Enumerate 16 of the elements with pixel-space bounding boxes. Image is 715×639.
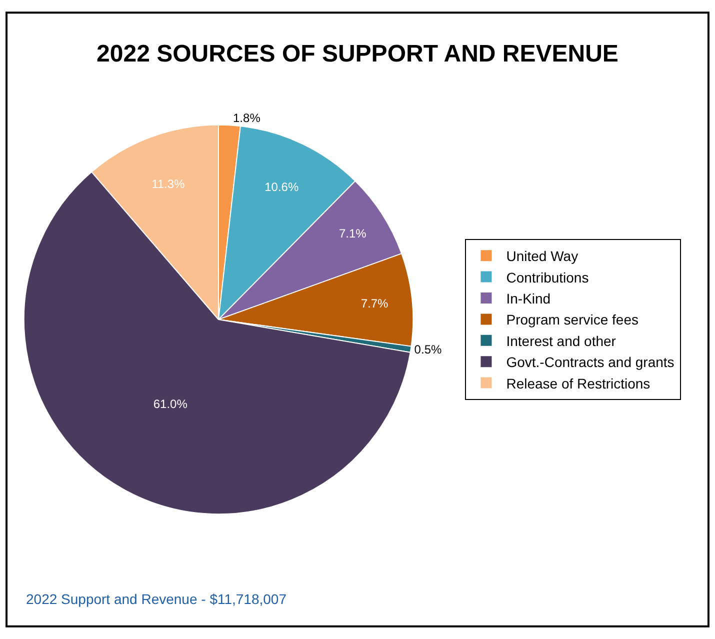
data-label: 61.0% xyxy=(153,397,188,412)
data-label: 1.8% xyxy=(233,111,261,126)
legend-label: Interest and other xyxy=(506,332,616,349)
text: 2022 Support and Revenue - $11,718,007 xyxy=(26,591,287,607)
chart-title: 2022 SOURCES OF SUPPORT AND REVENUE xyxy=(96,40,618,68)
data-label: 11.3% xyxy=(152,177,186,192)
legend-label: Govt.-Contracts and grants xyxy=(506,354,674,370)
legend-label: Program service fees xyxy=(506,312,639,328)
legend-label: Contributions xyxy=(506,269,589,286)
legend-label: In-Kind xyxy=(506,290,551,306)
data-label: 0.5% xyxy=(414,342,442,357)
legend-label: United Way xyxy=(506,248,578,264)
legend-label: Release of Restrictions xyxy=(506,375,650,392)
data-label: 10.6% xyxy=(264,180,299,194)
data-label: 7.7% xyxy=(360,296,388,310)
data-label: 7.1% xyxy=(338,226,367,241)
